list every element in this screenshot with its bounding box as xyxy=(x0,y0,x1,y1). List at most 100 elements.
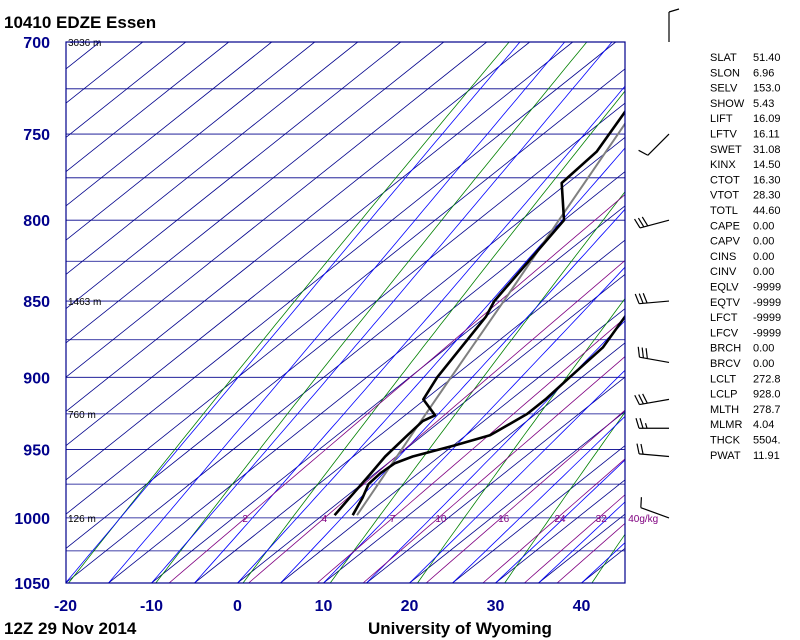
mixing-ratio-line xyxy=(482,458,625,583)
index-value: -9999 xyxy=(753,282,781,294)
index-value: 16.11 xyxy=(753,129,780,141)
index-key: CTOT xyxy=(710,174,740,186)
mixing-ratio-line xyxy=(362,356,625,583)
index-key: SLON xyxy=(710,67,740,79)
wind-barb-feather xyxy=(635,418,640,429)
index-value: 28.30 xyxy=(753,190,781,202)
wind-barb-feather xyxy=(634,293,640,304)
height-label: 760 m xyxy=(68,410,96,421)
wind-barb-feather xyxy=(638,149,649,156)
isotherm-line xyxy=(280,308,625,583)
index-value: 5504. xyxy=(753,435,781,447)
wind-barb xyxy=(634,393,670,406)
index-value: 278.7 xyxy=(753,404,781,416)
isotherm-line xyxy=(66,68,625,515)
temperature-profile-line xyxy=(351,314,625,516)
isotherm-line xyxy=(66,42,616,481)
index-key: TOTL xyxy=(710,205,738,217)
wind-barb-staff xyxy=(639,300,670,305)
wind-barb xyxy=(640,497,670,519)
moist-adiabat-line xyxy=(538,501,625,583)
mixing-ratio-line xyxy=(524,494,625,583)
plot-frame xyxy=(65,41,626,584)
height-label: 3036 m xyxy=(68,38,101,49)
wind-barb-feather xyxy=(638,293,644,304)
isotherm-line xyxy=(237,273,625,583)
index-value: 153.0 xyxy=(753,83,781,95)
wind-barbs xyxy=(634,8,680,519)
index-key: KINX xyxy=(710,159,736,171)
isotherm-line xyxy=(366,376,625,583)
moist-adiabat-line xyxy=(108,42,566,583)
index-value: 16.09 xyxy=(753,113,781,125)
moist-adiabat-line xyxy=(237,147,625,583)
moist-adiabat-line xyxy=(66,42,521,583)
index-key: EQTV xyxy=(710,297,741,309)
index-key: BRCH xyxy=(710,343,741,355)
index-key: CAPV xyxy=(710,236,741,248)
dry-adiabat-line xyxy=(242,90,625,583)
wind-barb-feather xyxy=(639,418,644,429)
parcel-path-line xyxy=(356,121,625,516)
pressure-tick-label: 1050 xyxy=(14,576,50,593)
index-value: 16.30 xyxy=(753,174,781,186)
index-value: 44.60 xyxy=(753,205,781,217)
wind-barb-feather xyxy=(642,393,648,404)
moist-adiabat-line xyxy=(452,415,625,583)
wind-barb-feather xyxy=(645,348,648,359)
index-key: THCK xyxy=(710,435,741,447)
wind-barb-feather xyxy=(642,293,648,304)
mixing-ratio-line xyxy=(316,317,625,583)
isotherm-line xyxy=(66,42,487,378)
index-key: MLTH xyxy=(710,404,739,416)
temperature-tick-label: -10 xyxy=(140,598,163,615)
dewpoint-profile-line xyxy=(333,109,625,517)
temperature-tick-label: 20 xyxy=(401,598,419,615)
temperature-axis: -20 -10 0 10 20 30 40 xyxy=(54,598,591,615)
index-value: 928.0 xyxy=(753,389,781,401)
wind-barb xyxy=(635,418,669,429)
isotherm-line xyxy=(66,42,143,104)
index-value: -9999 xyxy=(753,327,781,339)
isotherm-line xyxy=(66,42,272,207)
wind-barb-feather xyxy=(634,218,641,229)
data-source: University of Wyoming xyxy=(368,619,552,638)
index-value: 0.00 xyxy=(753,220,774,232)
index-key: LCLT xyxy=(710,373,736,385)
mixing-ratio-label: 2 xyxy=(242,514,248,525)
mixing-ratio-label: 10 xyxy=(435,514,447,525)
dry-adiabat-line xyxy=(329,191,625,583)
index-key: LCLP xyxy=(710,389,738,401)
index-value: 5.43 xyxy=(753,98,774,110)
mixing-ratio-labels: 2 4 7 10 16 24 32 40g/kg xyxy=(242,514,658,525)
isotherm-line xyxy=(323,342,625,583)
pressure-tick-label: 950 xyxy=(23,442,50,459)
dry-adiabat-line xyxy=(155,42,588,583)
temperature-tick-label: 10 xyxy=(315,598,333,615)
dry-adiabat-line xyxy=(679,42,800,583)
wind-barb-feather xyxy=(637,217,645,228)
wind-barb-feather xyxy=(640,443,644,455)
index-value: 272.8 xyxy=(753,373,781,385)
wind-barb-staff xyxy=(639,453,670,458)
wind-barb-feather xyxy=(668,8,680,13)
dry-adiabat-line xyxy=(68,42,510,583)
index-key: CINV xyxy=(710,266,737,278)
wind-barb-feather xyxy=(636,443,640,454)
index-value: 0.00 xyxy=(753,236,774,248)
isotherm-line xyxy=(66,42,229,173)
isotherm-line xyxy=(66,42,358,275)
temperature-tick-label: 40 xyxy=(573,598,591,615)
index-value: 0.00 xyxy=(753,358,774,370)
moist-adiabat-line xyxy=(409,369,625,583)
moist-adiabat-line xyxy=(194,85,625,583)
isotherm-line xyxy=(452,445,625,583)
observation-time: 12Z 29 Nov 2014 xyxy=(4,619,137,638)
index-key: SWET xyxy=(710,144,742,156)
isotherm-line xyxy=(0,42,14,583)
index-key: SELV xyxy=(710,83,738,95)
index-value: -9999 xyxy=(753,297,781,309)
pressure-tick-label: 850 xyxy=(23,294,50,311)
wind-barb-feather xyxy=(638,394,644,405)
height-label: 1463 m xyxy=(68,297,101,308)
